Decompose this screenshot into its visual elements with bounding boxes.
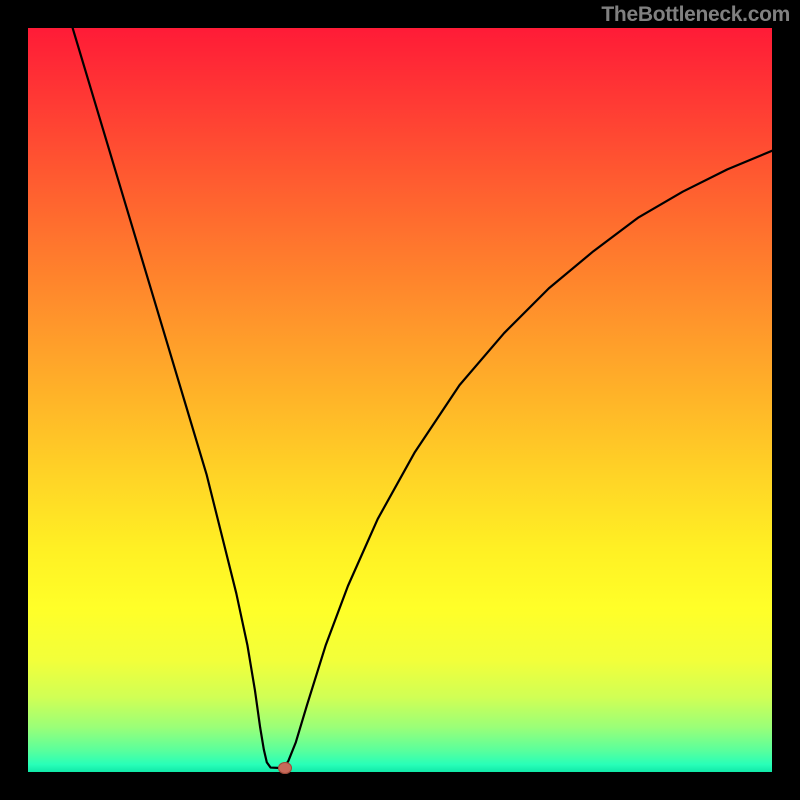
chart-curve-layer bbox=[28, 28, 772, 772]
optimal-point-marker bbox=[278, 762, 292, 774]
watermark-text: TheBottleneck.com bbox=[601, 3, 790, 27]
chart-plot-area bbox=[28, 28, 772, 772]
bottleneck-curve bbox=[73, 28, 772, 768]
